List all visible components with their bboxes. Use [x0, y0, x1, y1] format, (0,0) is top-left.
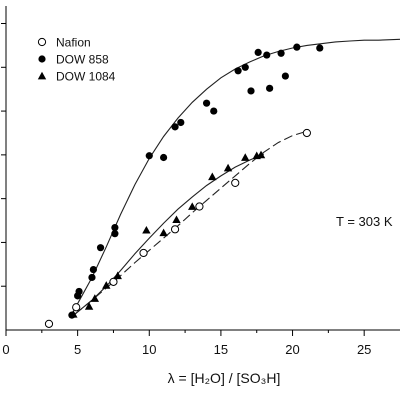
legend-label-nafion: Nafion: [56, 36, 91, 50]
dow-858-point: [316, 44, 324, 52]
x-tick-label: 25: [357, 342, 371, 357]
legend-marker-dow-858: [38, 55, 46, 63]
x-tick-label: 15: [214, 342, 228, 357]
dow-858-point: [281, 72, 289, 80]
dow-858-point: [171, 123, 179, 131]
dow-858-point: [277, 49, 285, 57]
legend-marker-nafion: [37, 37, 47, 47]
dow-1084-point: [208, 172, 217, 181]
nafion-point: [302, 128, 311, 138]
nafion-point: [139, 248, 148, 258]
dow-858-point: [241, 63, 249, 71]
nafion-point: [109, 277, 118, 286]
dow-858-point: [293, 43, 301, 51]
dow-1084-point: [172, 215, 181, 224]
dow-858-point: [177, 118, 185, 127]
dow-858-point: [160, 153, 168, 162]
dow-858-point: [111, 223, 119, 232]
dow-1084-point: [159, 228, 168, 237]
x-tick-label: 20: [285, 342, 299, 357]
nafion-point: [195, 202, 204, 211]
dow-1084-point: [102, 281, 111, 289]
dow-858-point: [202, 99, 211, 107]
dow-858-point: [88, 273, 96, 282]
legend: Nafion DOW 858 DOW 1084: [37, 36, 116, 84]
dow-858-point: [234, 67, 242, 75]
axes: 0 5 10 15 20 25: [1, 6, 400, 357]
dow-858-point: [247, 87, 255, 95]
legend-label-dow-1084: DOW 1084: [56, 70, 116, 84]
dow-1084-point: [223, 163, 233, 172]
dow-858-point: [266, 84, 274, 92]
nafion-point: [44, 319, 54, 328]
x-tick-label: 0: [2, 342, 9, 357]
dow-858-point: [210, 107, 218, 115]
fit-curve-dashed: [74, 130, 308, 315]
dow-858-point: [89, 265, 97, 274]
x-tick-label: 5: [74, 342, 81, 357]
dow-1084-point: [241, 153, 250, 161]
dow-858-point: [96, 244, 105, 252]
data-points: [44, 43, 324, 328]
dow-1084-point: [142, 225, 151, 234]
legend-marker-dow-1084: [37, 71, 47, 80]
dow-1084-point: [113, 271, 122, 280]
dow-858-point: [254, 48, 262, 57]
fit-curve-solid: [74, 153, 265, 315]
dow-858-point: [111, 230, 119, 238]
dow-858-point: [145, 152, 153, 160]
temperature-annotation: T = 303 K: [336, 214, 393, 229]
nafion-point: [72, 303, 81, 312]
nafion-point: [170, 225, 180, 234]
legend-label-dow-858: DOW 858: [56, 53, 109, 67]
nafion-point: [231, 178, 240, 187]
x-axis-title: λ = [H₂O] / [SO₃H]: [168, 370, 281, 386]
dow-858-point: [263, 51, 271, 59]
dow-858-point: [75, 287, 83, 296]
dow-1084-point: [188, 202, 197, 210]
dow-1084-point: [90, 294, 100, 302]
dow-1084-point: [256, 150, 266, 159]
fit-curves: [74, 38, 400, 315]
x-tick-label: 10: [142, 342, 156, 357]
dow-1084-point: [84, 302, 94, 310]
dow-1084-point: [69, 310, 78, 318]
